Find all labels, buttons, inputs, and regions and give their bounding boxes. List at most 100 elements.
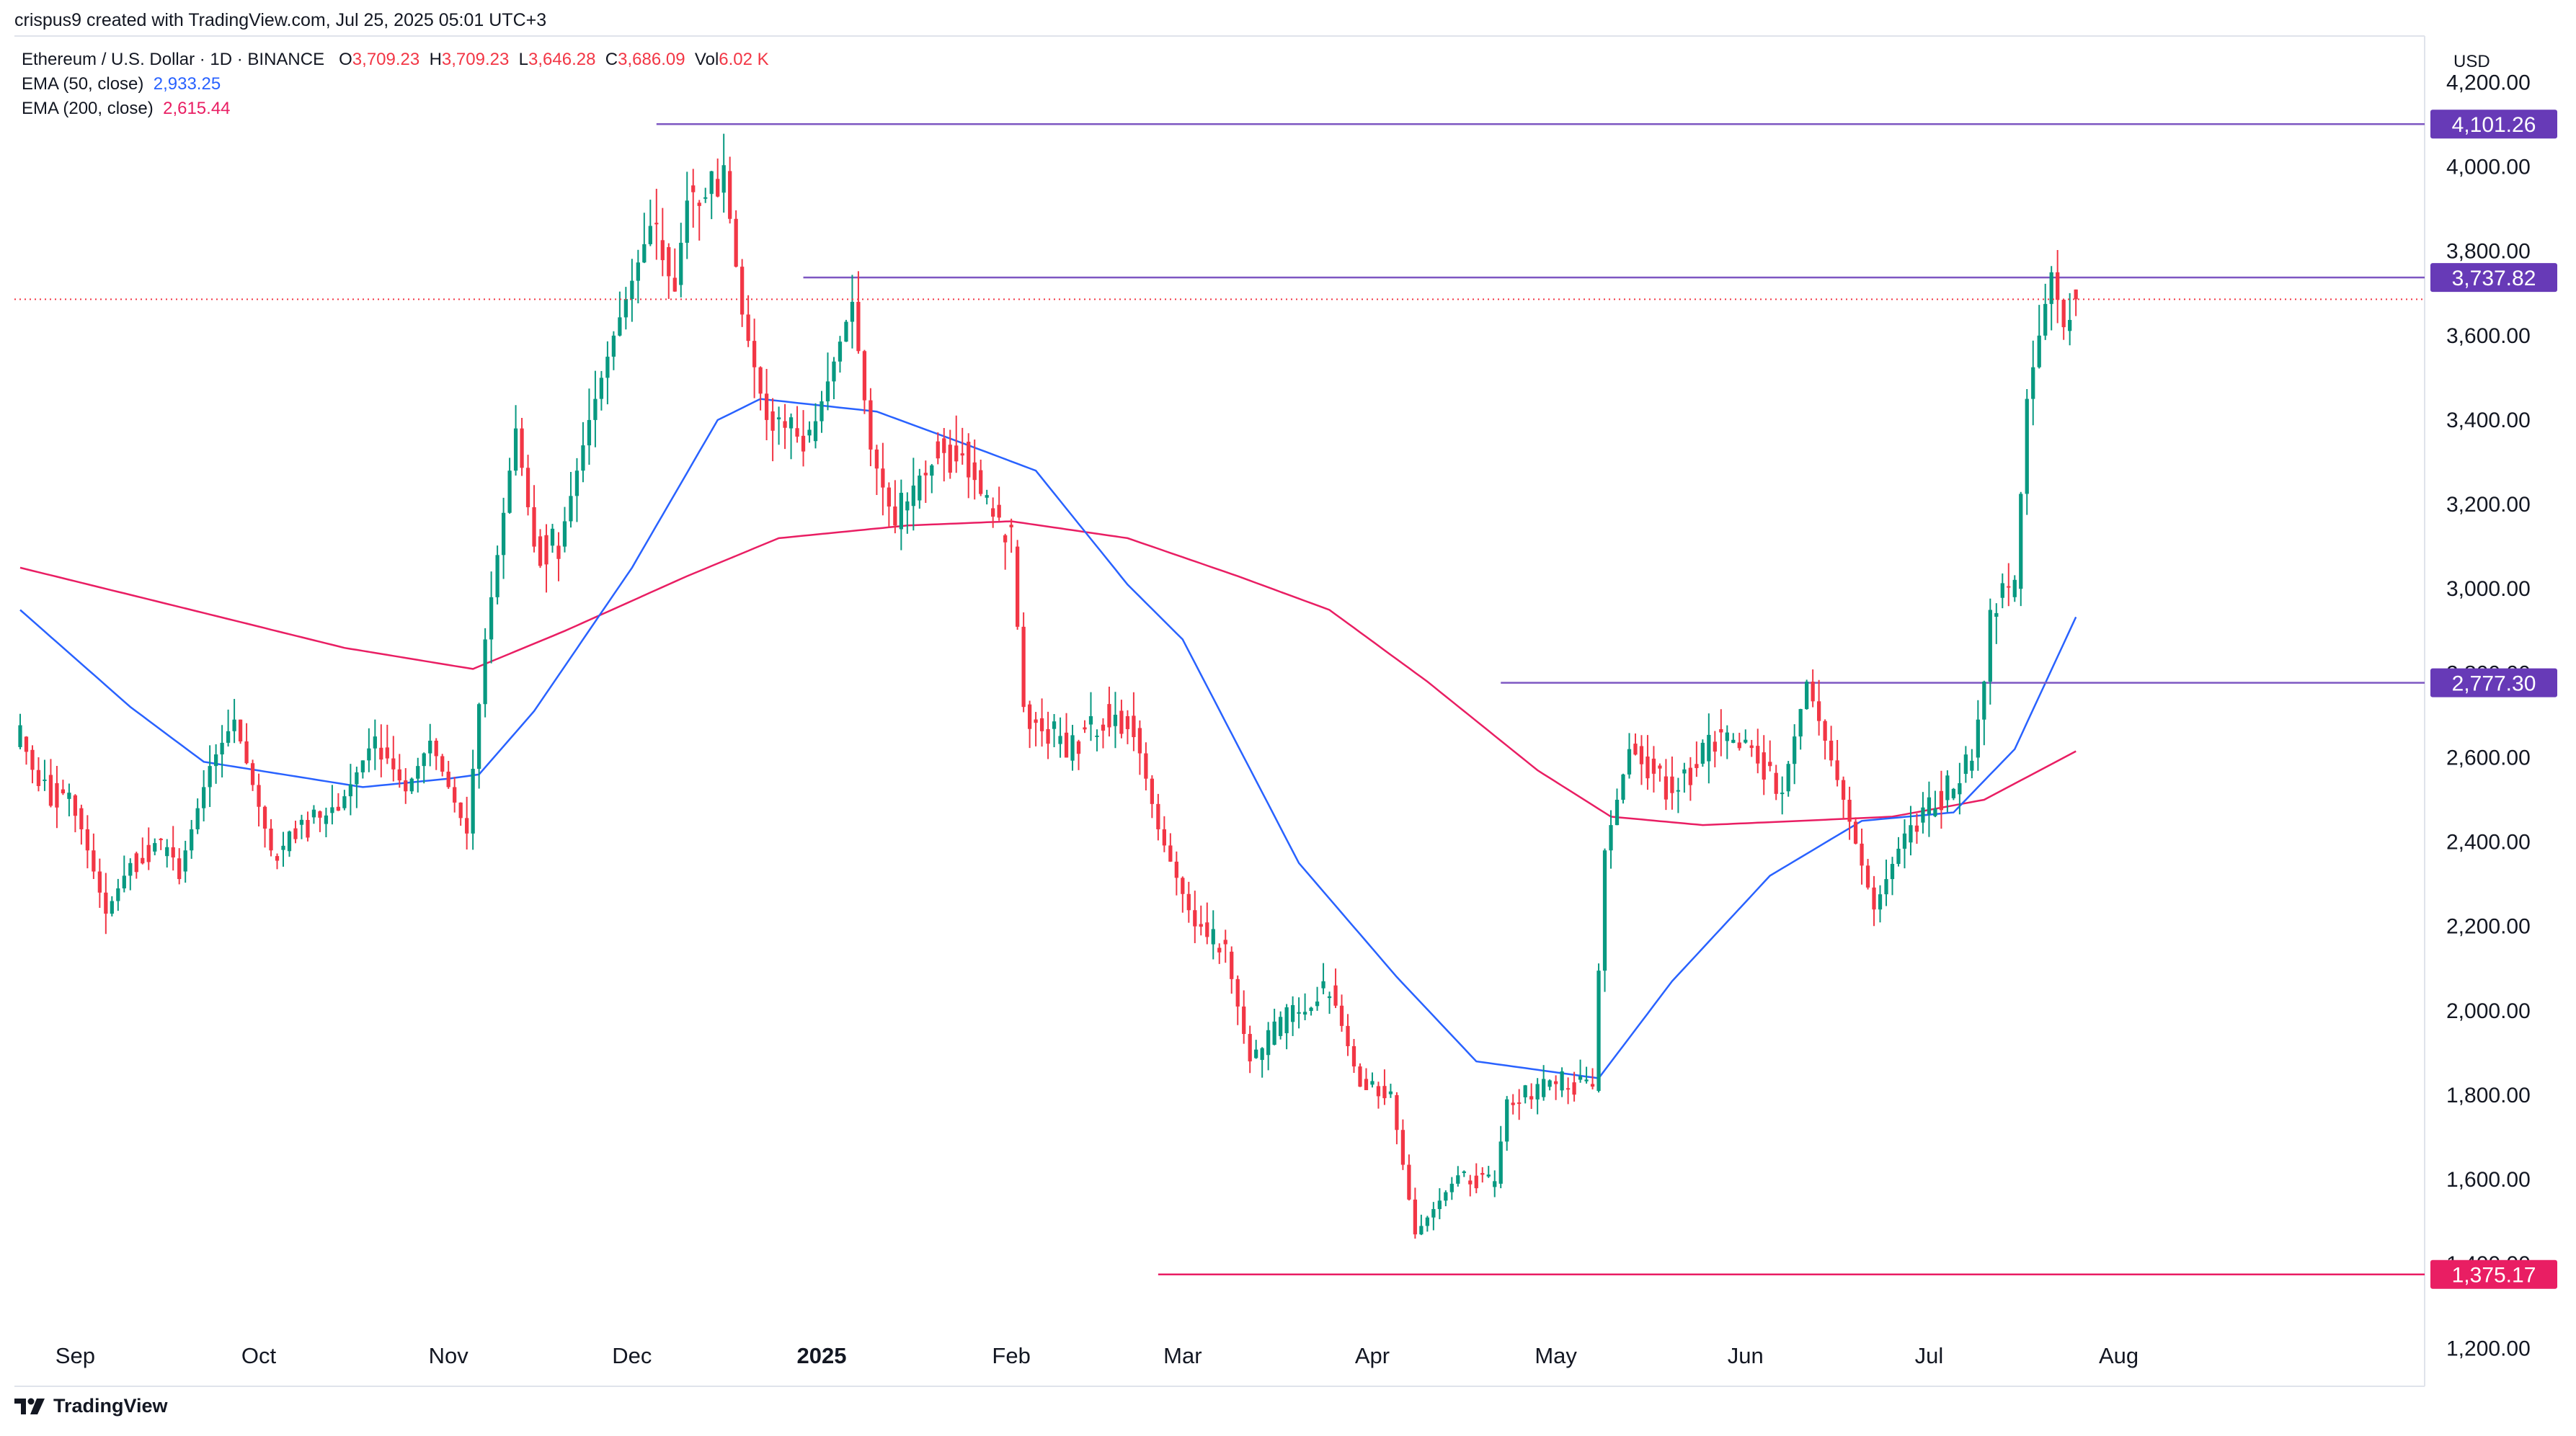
candle-body [1456,1175,1460,1184]
candle-body [128,862,133,876]
legend-ema50-row[interactable]: EMA (50, close) 2,933.25 [22,72,769,97]
candle-271 [1676,777,1681,813]
candle-142 [887,482,892,527]
candle-body [1199,924,1203,927]
candle-236 [1462,1170,1466,1177]
candle-107 [672,248,677,292]
candle-141 [881,442,885,516]
candle-267 [1651,746,1656,793]
candle-body [1064,732,1069,758]
candle-body [697,202,701,206]
candle-62 [397,754,401,788]
candle-16 [116,878,120,911]
candle-body [1468,1180,1473,1185]
candle-259 [1602,848,1607,992]
candle-304 [1878,885,1883,923]
candle-48 [311,805,316,824]
legend-symbol[interactable]: Ethereum / U.S. Dollar · 1D · BINANCE [22,50,325,69]
candle-152 [948,429,952,479]
candle-100 [630,259,634,322]
candle-body [532,507,536,547]
candle-43 [281,831,285,867]
candle-body [501,512,506,556]
candle-body [1431,1209,1436,1218]
candle-body [667,246,671,277]
candle-body [1976,719,1980,758]
candle-221 [1370,1072,1374,1088]
candle-body [618,317,622,336]
candle-77 [489,571,494,664]
candle-body [67,793,71,799]
candle-body [1474,1175,1478,1189]
candle-body [1639,746,1644,764]
candle-73 [465,796,469,850]
candle-body [1088,715,1093,725]
candle-body [838,342,843,362]
candle-89 [562,507,567,553]
candle-body [293,828,298,839]
candle-208 [1290,996,1295,1036]
candle-body [1254,1049,1258,1058]
candle-228 [1413,1187,1418,1239]
candle-63 [404,768,408,804]
candle-body [465,818,469,834]
candle-body [893,506,897,526]
candle-body [1223,940,1227,945]
candle-body [43,779,47,781]
candle-body [1890,863,1895,880]
candle-body [1370,1081,1374,1085]
legend-ema200-row[interactable]: EMA (200, close) 2,615.44 [22,97,769,121]
candle-231 [1431,1202,1436,1231]
candle-body [1364,1079,1369,1090]
ema50-line [19,398,2077,1079]
y-tick-label: 3,400.00 [2446,409,2531,432]
candle-body [1737,742,1741,749]
candle-119 [746,295,750,347]
candle-body [1358,1066,1362,1087]
candle-body [1590,1084,1595,1087]
candle-273 [1688,757,1693,801]
candle-body [1419,1226,1424,1235]
candle-body [330,807,334,813]
candle-body [428,740,432,754]
candle-body [244,741,249,764]
candle-187 [1162,816,1166,852]
candle-body [1248,1034,1252,1062]
candle-101 [636,249,640,303]
candle-124 [776,406,781,445]
candle-body [985,495,989,498]
candle-body [869,400,873,450]
y-tick-label: 4,200.00 [2446,71,2531,94]
candle-body [397,769,401,781]
candle-body [752,341,757,367]
candle-64 [409,777,414,794]
candle-body [1547,1080,1552,1087]
candle-body [458,802,463,819]
candle-body [1651,758,1656,774]
candle-83 [525,455,530,516]
candle-131 [820,391,824,433]
candle-body [679,242,683,285]
candle-body [1835,760,1839,780]
candle-336 [2074,289,2078,316]
candle-203 [1260,1047,1264,1078]
candle-56 [360,760,365,779]
candle-body [1682,769,1687,774]
candle-body [2012,579,2017,597]
candle-129 [807,421,812,443]
currency-label[interactable]: USD [2453,52,2490,71]
candle-24 [165,839,169,868]
candle-105 [660,208,665,277]
candle-body [1523,1085,1527,1097]
candle-body [434,740,438,757]
candle-body [1798,709,1803,737]
candle-body [1762,752,1766,780]
candle-204 [1266,1022,1271,1071]
candle-219 [1358,1063,1362,1087]
candle-311 [1921,792,1925,834]
candle-body [1860,843,1864,866]
candle-114 [716,159,720,197]
candle-body [146,844,151,862]
